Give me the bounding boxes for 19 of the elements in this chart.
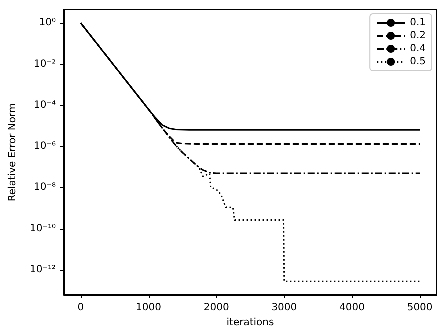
legend-label: 0.2 [410,30,426,42]
y-tick-label: 10⁻² [34,58,56,70]
y-tick-label: 10⁰ [39,18,56,29]
x-axis-title: iterations [226,317,274,328]
x-tick-label: 2000 [204,302,230,314]
y-tick-label: 10⁻⁴ [34,100,56,111]
y-axis-title: Relative Error Norm [8,103,18,202]
x-tick-label: 4000 [340,302,365,314]
y-tick-label: 10⁻⁸ [34,182,56,194]
x-tick-label: 3000 [272,302,298,314]
legend-label: 0.5 [410,56,426,68]
y-tick-label: 10⁻¹² [30,264,56,276]
y-tick-label: 10⁻⁶ [34,141,56,152]
x-tick-label: 1000 [136,302,162,314]
x-tick-label: 0 [78,302,84,314]
legend-label: 0.4 [410,44,426,54]
legend-label: 0.1 [410,18,426,28]
y-tick-label: 10⁻¹⁰ [30,223,56,234]
x-tick-label: 5000 [407,302,433,314]
